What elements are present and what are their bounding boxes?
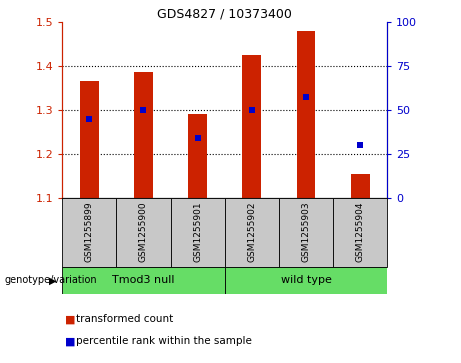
Text: genotype/variation: genotype/variation bbox=[5, 276, 97, 285]
Bar bbox=[351, 174, 370, 198]
Bar bbox=[333, 198, 387, 267]
Bar bbox=[188, 114, 207, 198]
Bar bbox=[279, 198, 333, 267]
Text: ▶: ▶ bbox=[49, 276, 57, 285]
Bar bbox=[225, 198, 279, 267]
Bar bbox=[116, 198, 171, 267]
Title: GDS4827 / 10373400: GDS4827 / 10373400 bbox=[157, 8, 292, 21]
Bar bbox=[62, 267, 225, 294]
Bar bbox=[242, 55, 261, 198]
Text: GSM1255904: GSM1255904 bbox=[355, 201, 365, 262]
Text: GSM1255901: GSM1255901 bbox=[193, 201, 202, 262]
Bar bbox=[134, 72, 153, 198]
Text: GSM1255900: GSM1255900 bbox=[139, 201, 148, 262]
Bar bbox=[62, 198, 116, 267]
Bar bbox=[171, 198, 225, 267]
Text: GSM1255903: GSM1255903 bbox=[301, 201, 311, 262]
Text: ■: ■ bbox=[65, 336, 75, 346]
Text: percentile rank within the sample: percentile rank within the sample bbox=[76, 336, 252, 346]
Bar bbox=[225, 267, 387, 294]
Text: GSM1255899: GSM1255899 bbox=[85, 201, 94, 262]
Text: GSM1255902: GSM1255902 bbox=[247, 201, 256, 262]
Bar bbox=[80, 81, 99, 198]
Text: ■: ■ bbox=[65, 314, 75, 325]
Text: Tmod3 null: Tmod3 null bbox=[112, 276, 175, 285]
Text: transformed count: transformed count bbox=[76, 314, 173, 325]
Text: wild type: wild type bbox=[281, 276, 331, 285]
Bar bbox=[296, 30, 315, 198]
